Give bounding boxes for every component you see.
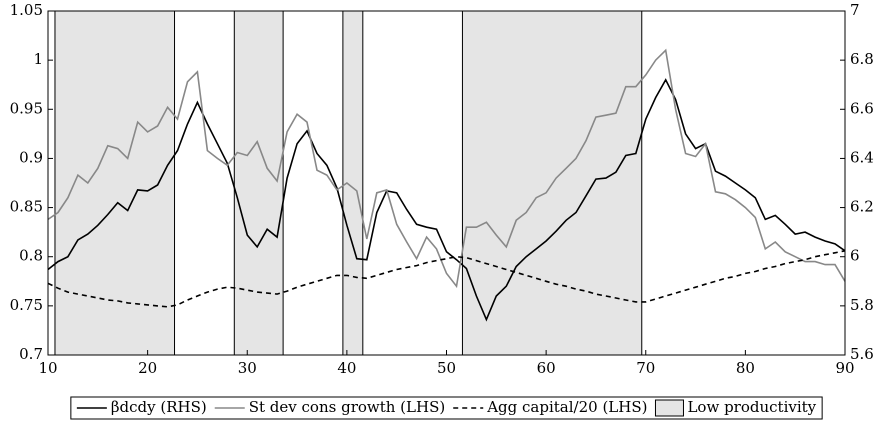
x-tick-label: 80 xyxy=(736,359,755,377)
y2-tick-label: 5.6 xyxy=(850,345,874,363)
shaded-region xyxy=(54,10,176,356)
x-tick-label: 60 xyxy=(537,359,556,377)
legend-label: βdcdy (RHS) xyxy=(111,398,207,416)
legend-label: Agg capital/20 (LHS) xyxy=(486,398,647,416)
legend-label: St dev cons growth (LHS) xyxy=(249,398,445,416)
plot-frame xyxy=(47,10,846,356)
x-tick-label: 50 xyxy=(437,359,456,377)
y2-tick-label: 6.6 xyxy=(850,99,874,117)
y-tick-label: 0.9 xyxy=(19,148,43,166)
legend: βdcdy (RHS) St dev cons growth (LHS) Agg c… xyxy=(70,396,823,420)
y2-tick-label: 6.8 xyxy=(850,50,874,68)
y-tick-label: 0.8 xyxy=(19,247,43,265)
x-tick-label: 10 xyxy=(38,359,57,377)
y-tick-label: 0.7 xyxy=(19,345,43,363)
y-tick-label: 1.05 xyxy=(10,1,43,19)
y-tick-label: 0.95 xyxy=(10,99,43,117)
series-line xyxy=(47,48,846,289)
x-tick-label: 40 xyxy=(337,359,356,377)
x-tick-label: 20 xyxy=(138,359,157,377)
y-tick-label: 0.75 xyxy=(10,296,43,314)
y2-tick-label: 6.2 xyxy=(850,198,874,216)
series-line xyxy=(47,250,846,308)
y2-tick-label: 5.8 xyxy=(850,296,874,314)
x-tick-label: 90 xyxy=(835,359,854,377)
y-tick-label: 1 xyxy=(33,50,43,68)
legend-swatch xyxy=(654,399,684,417)
y-tick-label: 0.85 xyxy=(10,198,43,216)
legend-label: Low productivity xyxy=(687,398,816,416)
series-line xyxy=(47,78,846,322)
y2-tick-label: 7 xyxy=(850,1,860,19)
x-tick-label: 30 xyxy=(238,359,257,377)
y2-tick-label: 6 xyxy=(850,247,860,265)
y2-tick-label: 6.4 xyxy=(850,148,874,166)
shaded-region xyxy=(233,10,284,356)
legend-box xyxy=(70,396,823,420)
x-tick-label: 70 xyxy=(636,359,655,377)
